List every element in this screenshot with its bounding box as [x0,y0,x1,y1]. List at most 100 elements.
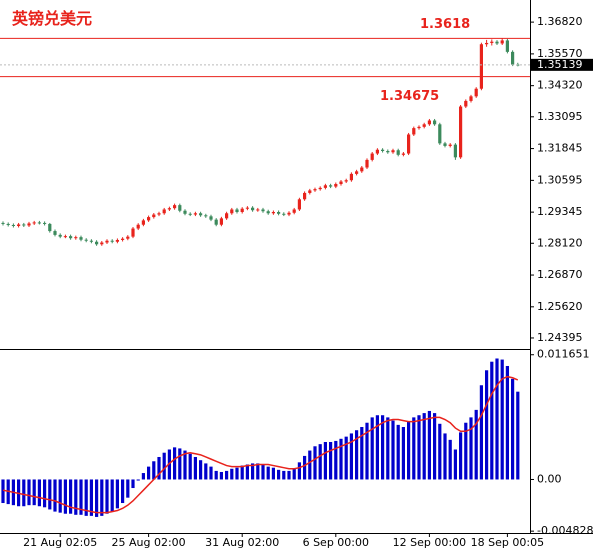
candle-body [344,180,348,182]
macd-bar [329,442,333,480]
candle-body [79,237,83,240]
macd-bar [459,432,463,480]
macd-bar [339,438,343,480]
macd-bar [48,479,52,510]
macd-bar [100,479,104,516]
macd-bar [375,415,379,480]
candle-body [511,51,515,65]
candle-body [183,210,187,214]
candle-body [11,224,15,226]
macd-bar [355,430,359,480]
y-tick-label: 1.24395 [537,331,583,344]
macd-bar [308,450,312,480]
candle-body [48,223,52,232]
candle-body [17,224,21,226]
candle-body [386,150,390,153]
candle-body [391,150,395,153]
macd-bar [292,468,296,480]
candle-body [37,222,41,224]
macd-bar [230,468,234,480]
macd-bar [334,440,338,480]
candle-body [63,236,67,238]
macd-bar [204,463,208,480]
candle-body [22,224,26,226]
macd-bar [89,479,93,516]
candle-body [448,144,452,146]
y-tick-label: 1.34320 [537,79,583,92]
candle-body [505,40,509,52]
macd-bar [162,452,166,480]
macd-bar [422,413,426,480]
macd-bar [396,424,400,480]
candle-body [58,234,62,237]
candle-body [318,187,322,190]
macd-bar [225,470,229,480]
level-label: 1.3618 [420,17,470,32]
candle-body [100,242,104,245]
candle-body [500,40,504,44]
x-tick-label: 6 Sep 00:00 [303,536,369,549]
candle-body [256,209,260,211]
macd-bar [297,462,301,480]
macd-bar [209,466,213,480]
candle-body [469,96,473,101]
macd-bar [245,464,249,480]
macd-bar [173,447,177,480]
candle-body [438,124,442,144]
candle-body [235,209,239,213]
macd-bar [157,456,161,480]
candle-body [245,207,249,209]
candle-body [412,128,416,135]
macd-bar [490,361,494,480]
y-tick-label: 0.011651 [537,348,590,361]
macd-bar [438,423,442,480]
macd-bar [22,479,26,507]
candle-body [349,173,353,181]
candle-body [401,153,405,155]
candle-body [162,209,166,214]
macd-bar [141,473,145,480]
candle-body [188,213,192,215]
candle-body [427,120,431,125]
macd-bar [188,453,192,480]
macd-bar [43,479,47,508]
candle-body [266,211,270,214]
macd-bar [303,455,307,480]
candle-body [84,239,88,241]
chart-title: 英镑兑美元 [11,9,92,28]
candle-body [381,149,385,151]
y-tick-label: 1.30595 [537,173,583,186]
candle-body [370,153,374,160]
candle-body [89,240,93,242]
candle-body [225,213,229,219]
candle-body [308,190,312,193]
x-tick-label: 31 Aug 02:00 [205,536,279,549]
candle-body [95,241,99,245]
y-tick-label: 1.36820 [537,15,583,28]
macd-bar [360,427,364,480]
signal-line [2,375,519,514]
last-price-label: 1.35139 [537,58,583,71]
candle-body [433,120,437,125]
macd-bar [235,467,239,480]
candle-body [277,212,281,214]
y-tick-label: 1.26870 [537,268,583,281]
candle-body [271,212,275,214]
candle-body [417,126,421,129]
macd-bar [105,479,109,514]
y-tick-label: 1.28120 [537,236,583,249]
macd-bar [110,479,114,512]
macd-bar [58,479,62,513]
candle-body [355,171,359,174]
candle-body [136,224,140,229]
candle-body [199,213,203,216]
macd-bar [386,417,390,480]
candle-body [147,217,151,221]
candle-body [74,237,78,239]
macd-bar [136,479,140,481]
macd-bar [199,460,203,480]
candle-body [69,236,73,239]
candle-body [141,220,145,225]
macd-bar [516,391,520,480]
